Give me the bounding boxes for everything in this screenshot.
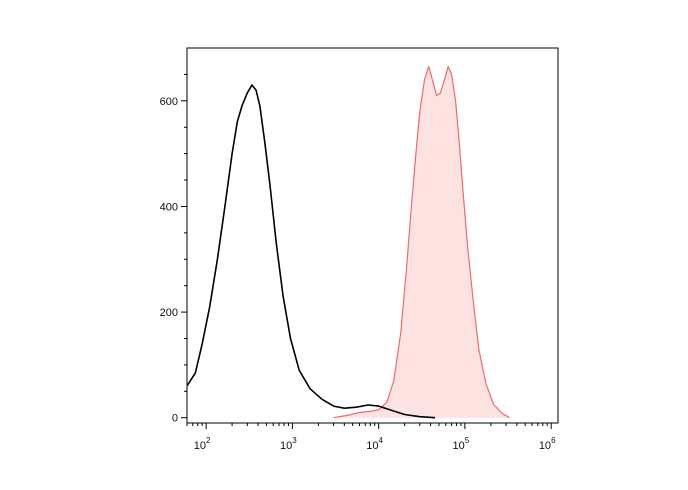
axis-layer: 0 200 400 600 102 103 104 105 106 [160, 73, 556, 452]
series-0-line [186, 84, 436, 419]
plot-frame [186, 47, 559, 424]
x-tick-label: 105 [453, 436, 470, 452]
y-tick-label: 600 [160, 96, 178, 108]
y-tick-label: 0 [172, 413, 178, 425]
x-tick-label: 104 [366, 436, 383, 452]
x-tick-label: 106 [539, 436, 556, 452]
series-layer [186, 65, 510, 419]
series-1-area [333, 66, 510, 418]
x-tick-label: 103 [280, 436, 297, 452]
x-tick-label: 102 [194, 436, 211, 452]
y-tick-label: 200 [160, 307, 178, 319]
y-tick-label: 400 [160, 201, 178, 213]
series-1-line [333, 65, 510, 419]
